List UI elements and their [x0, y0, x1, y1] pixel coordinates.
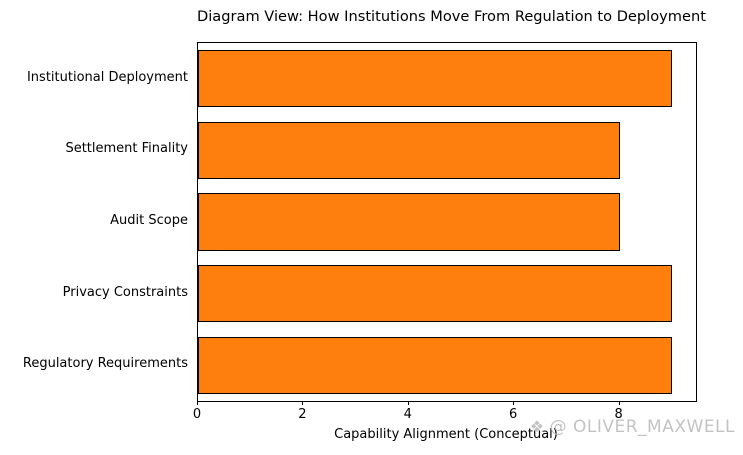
xtick-mark-8	[618, 401, 620, 405]
xtick-label-0: 0	[192, 407, 202, 422]
ytick-label-regulatory-requirements: Regulatory Requirements	[22, 356, 188, 372]
bar-settlement-finality	[198, 121, 620, 180]
xtick-mark-0	[197, 401, 198, 405]
x-axis-label: Capability Alignment (Conceptual)	[334, 427, 558, 442]
ytick-label-privacy-constraints: Privacy Constraints	[62, 284, 188, 300]
xtick-mark-4	[407, 401, 409, 405]
watermark: ❖ @ OLIVER_MAXWELL	[530, 417, 735, 437]
bar-institutional-deployment	[198, 50, 673, 108]
watermark-text: @ OLIVER_MAXWELL	[549, 417, 735, 437]
bar-audit-scope	[198, 193, 620, 251]
ytick-label-settlement-finality: Settlement Finality	[65, 141, 188, 157]
xtick-label-6: 6	[509, 407, 518, 422]
ytick-label-institutional-deployment: Institutional Deployment	[26, 69, 188, 85]
chart-title: Diagram View: How Institutions Move From…	[197, 8, 706, 25]
xtick-label-8: 8	[614, 407, 623, 422]
bar-regulatory-requirements	[198, 336, 673, 394]
xtick-label-2: 2	[298, 407, 307, 422]
plot-area	[197, 42, 697, 402]
ytick-label-audit-scope: Audit Scope	[110, 213, 188, 228]
xtick-mark-6	[513, 401, 515, 405]
bar-privacy-constraints	[198, 264, 673, 323]
diamond-ornament-icon: ❖	[529, 417, 545, 436]
xtick-label-4: 4	[403, 407, 412, 422]
xtick-mark-2	[302, 401, 304, 405]
